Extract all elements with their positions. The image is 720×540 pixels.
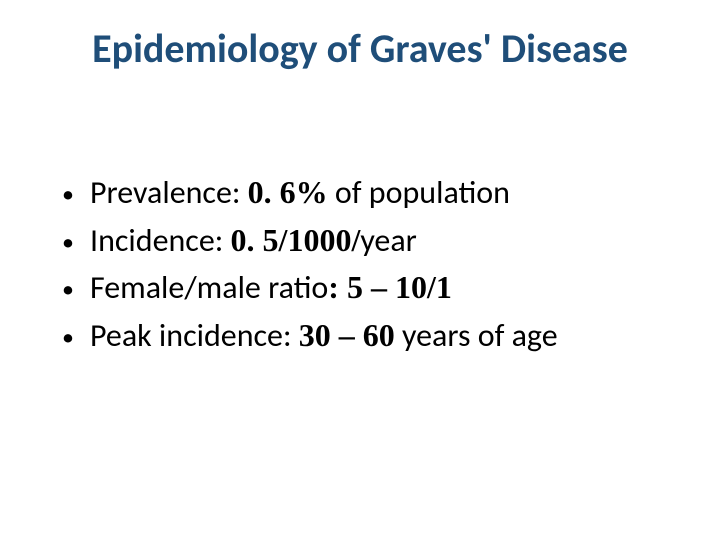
bullet-pre: Incidence: (90, 221, 231, 260)
slide-title: Epidemiology of Graves' Disease (0, 24, 720, 73)
bullet-icon: • (62, 274, 90, 305)
bullet-post: year (360, 221, 417, 260)
bullet-text: Female/male ratio: 5 – 10/1 (90, 267, 680, 309)
list-item: • Prevalence: 0. 6% of population (62, 172, 680, 214)
bullet-emph: 0. 6% (248, 174, 328, 210)
list-item: • Female/male ratio: 5 – 10/1 (62, 267, 680, 309)
bullet-emph: 0. 5/1000/ (231, 222, 361, 258)
bullet-post: of population (328, 173, 510, 212)
bullet-text: Peak incidence: 30 – 60 years of age (90, 315, 680, 357)
bullet-icon: • (62, 322, 90, 353)
bullet-emph: 30 – 60 (299, 317, 395, 353)
list-item: • Incidence: 0. 5/1000/year (62, 220, 680, 262)
bullet-text: Prevalence: 0. 6% of population (90, 172, 680, 214)
bullet-post: years of age (395, 316, 558, 355)
bullet-icon: • (62, 179, 90, 210)
bullet-pre: Female/male ratio (90, 268, 328, 307)
bullet-list: • Prevalence: 0. 6% of population • Inci… (62, 172, 680, 362)
list-item: • Peak incidence: 30 – 60 years of age (62, 315, 680, 357)
bullet-text: Incidence: 0. 5/1000/year (90, 220, 680, 262)
bullet-icon: • (62, 227, 90, 258)
slide: Epidemiology of Graves' Disease • Preval… (0, 0, 720, 540)
bullet-emph: : 5 – 10/1 (328, 269, 452, 305)
bullet-pre: Peak incidence: (90, 316, 299, 355)
bullet-pre: Prevalence: (90, 173, 248, 212)
